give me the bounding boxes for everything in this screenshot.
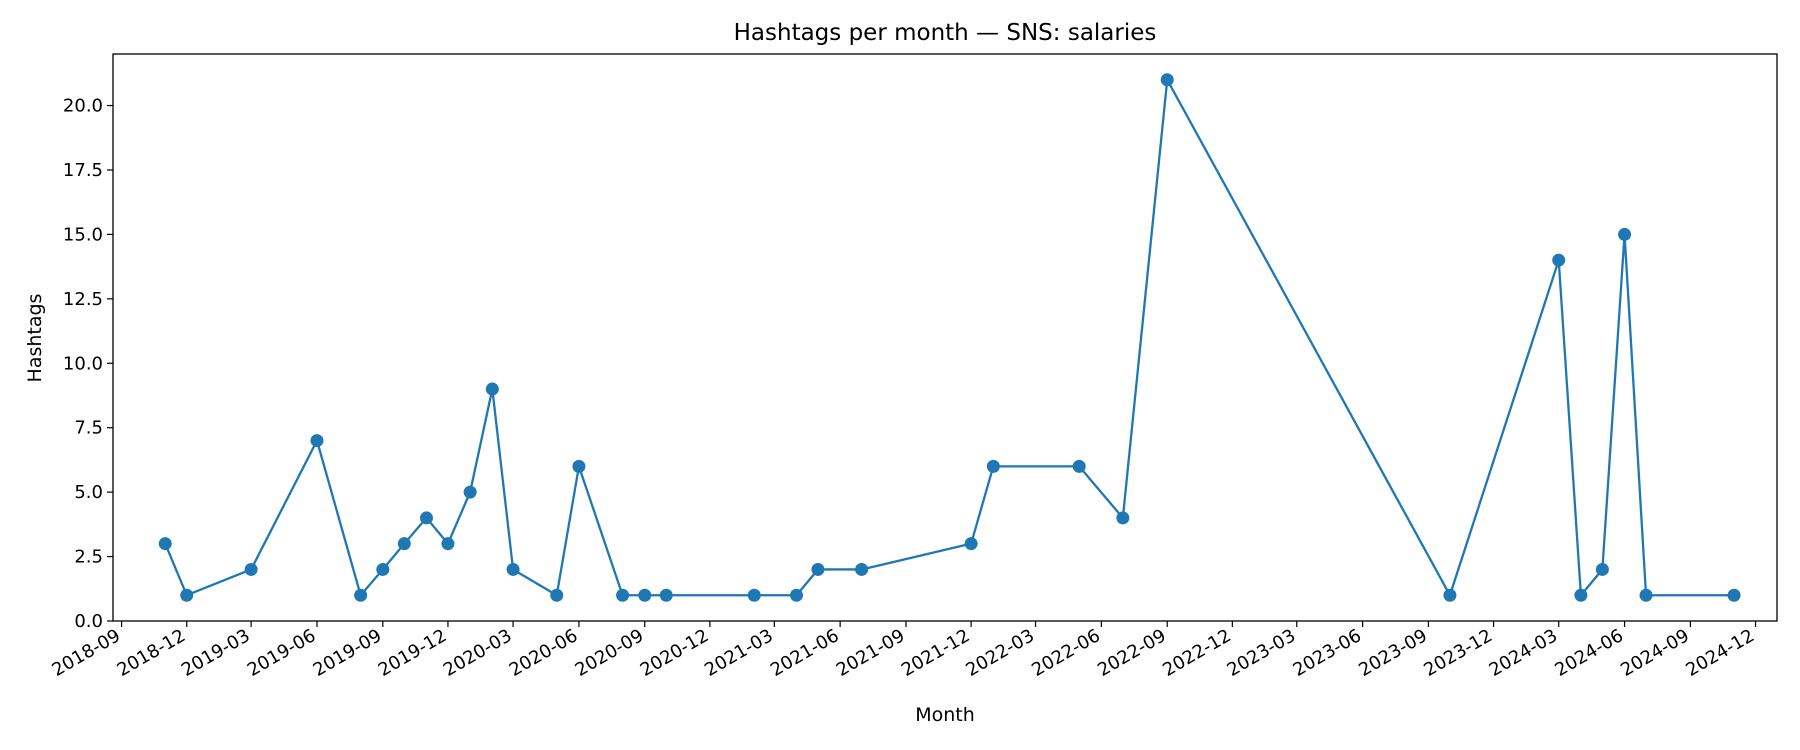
x-tick-label: 2021-12 — [898, 625, 974, 681]
x-tick-label: 2024-09 — [1617, 625, 1693, 681]
x-tick-label: 2020-12 — [637, 625, 713, 681]
data-point — [506, 562, 520, 576]
x-tick-label: 2022-06 — [1028, 625, 1104, 681]
x-tick-label: 2022-09 — [1094, 625, 1170, 681]
series-line — [164, 78, 1735, 597]
data-point — [310, 434, 324, 448]
y-tick-label: 12.5 — [63, 289, 103, 310]
data-point — [419, 511, 433, 525]
data-point — [855, 562, 869, 576]
data-point — [616, 588, 630, 602]
x-tick-label: 2022-12 — [1159, 625, 1235, 681]
data-point — [441, 537, 455, 551]
data-point — [1639, 588, 1653, 602]
x-tick-label: 2023-09 — [1355, 625, 1431, 681]
x-tick-label: 2023-12 — [1420, 625, 1496, 681]
data-point — [986, 459, 1000, 473]
data-point — [1160, 73, 1174, 87]
data-point — [1552, 253, 1566, 267]
data-point — [1618, 227, 1632, 241]
x-tick-label: 2021-09 — [833, 625, 909, 681]
data-point — [158, 537, 172, 551]
data-point — [789, 588, 803, 602]
y-axis-title: Hashtags — [24, 294, 46, 383]
y-tick-label: 2.5 — [74, 547, 103, 568]
data-point — [1595, 562, 1609, 576]
x-tick-label: 2021-06 — [767, 625, 843, 681]
x-tick-label: 2019-09 — [310, 625, 386, 681]
x-tick-label: 2021-03 — [701, 625, 777, 681]
data-point — [747, 588, 761, 602]
x-tick-label: 2020-09 — [572, 625, 648, 681]
plot-area — [158, 73, 1741, 602]
x-axis: 2018-092018-122019-032019-062019-092019-… — [48, 621, 1758, 681]
y-tick-label: 7.5 — [74, 418, 103, 439]
x-tick-label: 2024-06 — [1551, 625, 1627, 681]
data-point — [638, 588, 652, 602]
data-point — [376, 562, 390, 576]
data-point — [180, 588, 194, 602]
y-tick-label: 5.0 — [74, 482, 103, 503]
y-tick-label: 17.5 — [63, 160, 103, 181]
y-tick-label: 0.0 — [74, 611, 103, 632]
data-point — [1443, 588, 1457, 602]
data-point — [397, 537, 411, 551]
y-tick-label: 10.0 — [63, 353, 103, 374]
x-tick-label: 2019-03 — [178, 625, 254, 681]
x-tick-label: 2019-06 — [244, 625, 320, 681]
x-tick-label: 2023-03 — [1224, 625, 1300, 681]
x-tick-label: 2024-03 — [1486, 625, 1562, 681]
data-point — [572, 459, 586, 473]
data-point — [485, 382, 499, 396]
x-tick-label: 2022-03 — [962, 625, 1038, 681]
data-point — [1574, 588, 1588, 602]
y-tick-label: 20.0 — [63, 96, 103, 117]
data-point — [550, 588, 564, 602]
data-point — [1727, 588, 1741, 602]
data-point — [354, 588, 368, 602]
x-tick-label: 2018-12 — [114, 625, 190, 681]
data-point — [1116, 511, 1130, 525]
x-tick-label: 2020-03 — [440, 625, 516, 681]
data-point — [463, 485, 477, 499]
x-tick-label: 2024-12 — [1682, 625, 1758, 681]
data-point — [1072, 459, 1086, 473]
y-tick-label: 15.0 — [63, 224, 103, 245]
plot-frame — [112, 53, 1778, 622]
data-point — [244, 562, 258, 576]
x-tick-label: 2019-12 — [375, 625, 451, 681]
x-axis-title: Month — [915, 704, 975, 726]
x-tick-label: 2023-06 — [1289, 625, 1365, 681]
x-tick-label: 2020-06 — [506, 625, 582, 681]
data-point — [964, 537, 978, 551]
data-point — [659, 588, 673, 602]
y-axis: 0.0 2.5 5.0 7.5 10.0 12.5 15.0 17.5 20.0 — [63, 96, 113, 632]
chart-title: Hashtags per month — SNS: salaries — [734, 20, 1157, 46]
data-point — [811, 562, 825, 576]
x-tick-label: 2018-09 — [48, 625, 124, 681]
